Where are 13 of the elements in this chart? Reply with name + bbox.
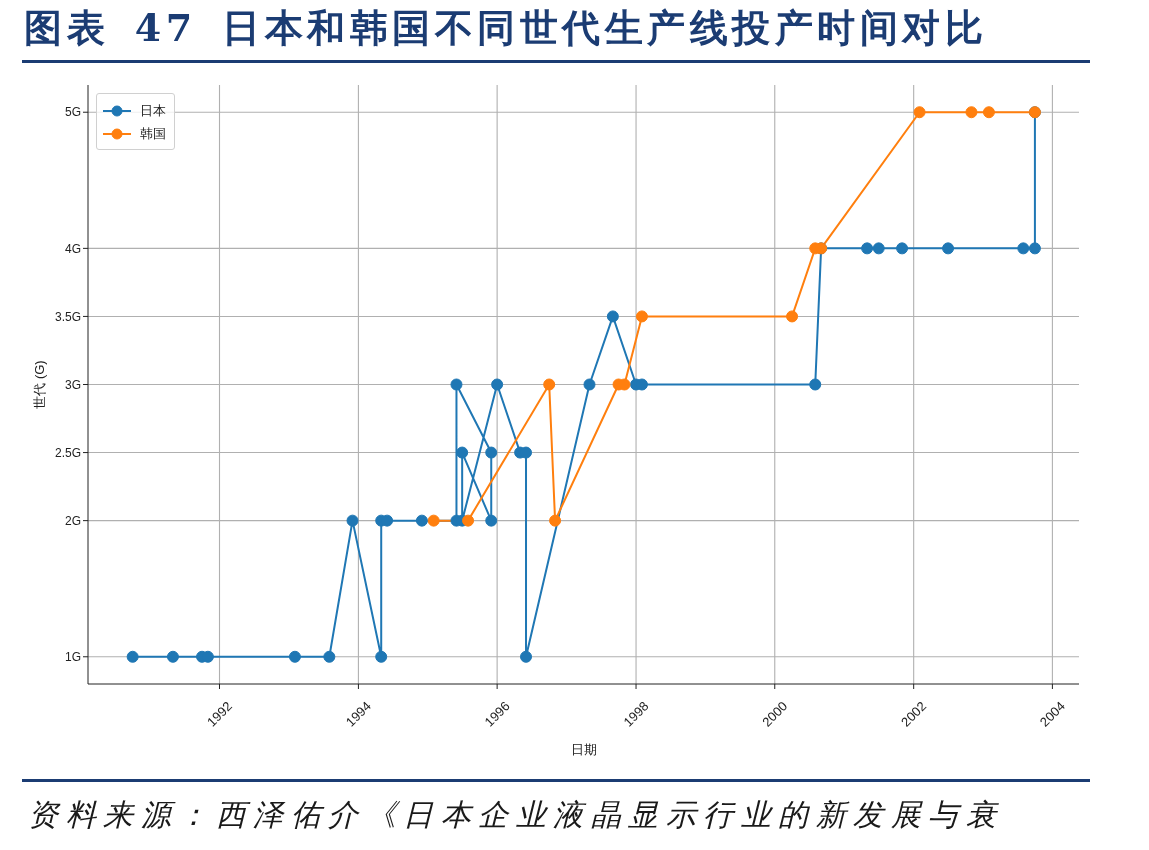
legend-label: 日本	[140, 101, 166, 120]
chart-title: 图表 47 日本和韩国不同世代生产线投产时间对比	[24, 4, 988, 52]
y-tick-label: 2.5G	[54, 445, 81, 460]
y-tick-label: 4G	[64, 241, 81, 256]
x-axis-title: 日期	[570, 742, 597, 757]
y-tick-label: 3.5G	[54, 309, 81, 324]
y-tick-label: 2G	[64, 513, 81, 528]
text: 资料来源：西泽佑介《日本企业液晶显示行业的新发展与衰	[28, 796, 1003, 834]
legend-label: 韩国	[140, 124, 166, 143]
y-tick-label: 5G	[64, 105, 81, 120]
y-tick-label: 1G	[64, 650, 81, 665]
y-tick-label: 3G	[64, 377, 81, 392]
y-axis-title: 世代 (G)	[31, 360, 47, 409]
